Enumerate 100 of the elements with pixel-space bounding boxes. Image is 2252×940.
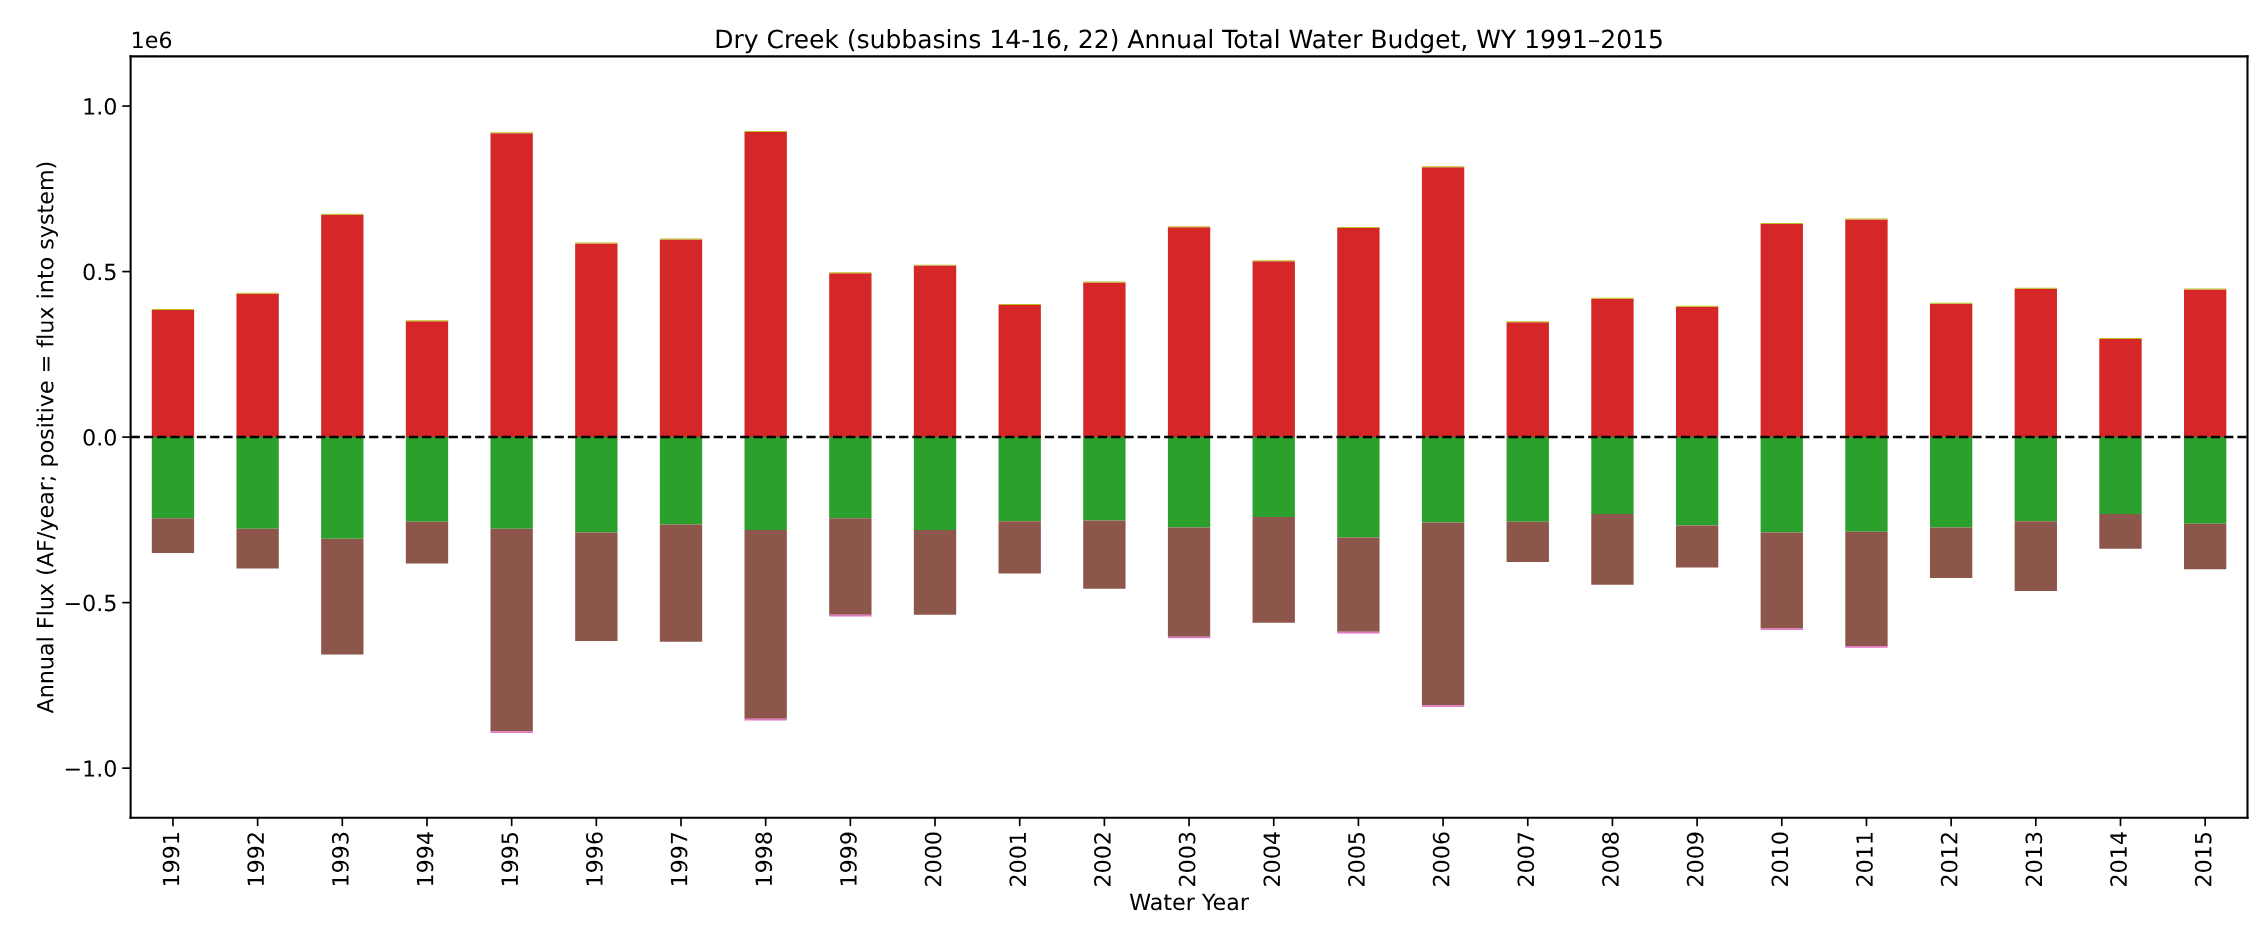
x-tick-label: 2007: [1517, 832, 1535, 886]
x-tick-label: 2005: [1348, 832, 1365, 886]
bar: [1167, 227, 1211, 438]
bar: [829, 437, 872, 519]
bar: [1506, 521, 1549, 562]
x-tick-label: 2006: [1432, 832, 1450, 886]
bar: [659, 239, 703, 438]
bar: [236, 293, 279, 438]
x-tick-label: 1994: [416, 832, 434, 886]
bar: [1591, 513, 1634, 585]
bar: [1083, 437, 1126, 521]
bar: [744, 530, 787, 719]
bar: [1252, 261, 1295, 438]
bar: [1760, 437, 1803, 533]
bar: [829, 273, 872, 438]
bar: [998, 437, 1041, 522]
x-tick-label: 2015: [2194, 832, 2212, 886]
x-tick-label: 2010: [1771, 832, 1789, 886]
bar: [490, 528, 533, 732]
y-tick-label: 1.0: [84, 98, 116, 115]
bar: [1591, 298, 1634, 438]
bar: [490, 133, 533, 438]
bar: [1167, 437, 1211, 528]
bar: [575, 243, 618, 438]
bar: [2183, 437, 2227, 524]
bar: [913, 437, 957, 531]
bar: [1845, 531, 1888, 646]
x-tick-label: 2014: [2110, 832, 2127, 886]
x-tick-label: 1993: [331, 832, 349, 886]
y-axis-title: Annual Flux (AF/year; positive = flux into system): [36, 162, 58, 714]
bar: [1675, 437, 1719, 526]
bar: [659, 437, 703, 525]
x-tick-label: 2004: [1263, 832, 1281, 886]
bar: [1252, 437, 1295, 517]
bar: [913, 530, 957, 615]
bar: [1421, 167, 1465, 438]
bar: [321, 538, 364, 655]
bar: [744, 437, 787, 531]
y-tick-label: −0.5: [65, 594, 116, 612]
bar: [998, 521, 1041, 574]
bar: [321, 214, 364, 438]
bar: [405, 321, 449, 438]
bar: [575, 532, 618, 642]
bar: [2014, 288, 2057, 438]
y-tick-label: 0.0: [83, 429, 116, 446]
bar: [236, 528, 279, 569]
bar: [1929, 437, 1973, 528]
bar: [829, 518, 872, 615]
bar: [1506, 322, 1549, 438]
x-tick-label: 1992: [247, 833, 265, 886]
bar: [2099, 339, 2142, 438]
bar: [151, 309, 195, 438]
x-axis-title: Water Year: [1129, 893, 1249, 911]
bar: [1760, 532, 1803, 629]
x-tick-label: 2009: [1686, 832, 1704, 886]
x-tick-label: 1998: [755, 832, 773, 886]
bar: [998, 305, 1041, 438]
bar: [575, 437, 618, 533]
bar: [2099, 437, 2142, 514]
bar: [1337, 437, 1380, 538]
bar: [2183, 523, 2227, 570]
bar: [1675, 525, 1719, 568]
bar: [1929, 303, 1973, 438]
bar: [1252, 516, 1295, 623]
y-tick-label: 0.5: [83, 263, 116, 281]
x-tick-label: 2012: [1940, 833, 1958, 886]
x-tick-label: 2003: [1178, 832, 1196, 886]
bar: [151, 518, 195, 553]
bar: [490, 437, 533, 529]
bar: [405, 437, 449, 522]
bar: [1167, 527, 1211, 637]
bar: [1929, 527, 1973, 579]
bar: [151, 437, 195, 519]
bar: [1421, 522, 1465, 706]
bar: [1845, 219, 1888, 438]
bar: [2099, 513, 2142, 549]
bar: [2014, 521, 2057, 592]
x-tick-label: 1991: [162, 833, 180, 886]
bar: [1337, 227, 1380, 438]
x-tick-label: 2013: [2025, 832, 2043, 886]
x-tick-label: 1999: [839, 832, 857, 886]
text: 1e6: [133, 31, 172, 49]
bar: [913, 265, 957, 438]
x-tick-label: 2001: [1009, 833, 1027, 886]
bar: [659, 524, 703, 642]
bar: [1845, 437, 1888, 532]
x-tick-label: 2002: [1094, 833, 1111, 886]
bar: [1337, 537, 1380, 632]
y-tick-label: −1.0: [65, 760, 116, 777]
bar: [1506, 437, 1549, 522]
chart-title: Dry Creek (subbasins 14-16, 22) Annual Total Water Budget, WY 1991–2015: [716, 29, 1662, 54]
bar: [1591, 437, 1634, 514]
bar: [236, 437, 279, 529]
x-tick-label: 2011: [1856, 833, 1873, 886]
bar: [405, 521, 449, 564]
bar: [2014, 437, 2057, 522]
bar: [1675, 306, 1719, 438]
x-tick-label: 2000: [924, 832, 942, 886]
bar: [1083, 520, 1126, 589]
bar: [2183, 289, 2227, 438]
